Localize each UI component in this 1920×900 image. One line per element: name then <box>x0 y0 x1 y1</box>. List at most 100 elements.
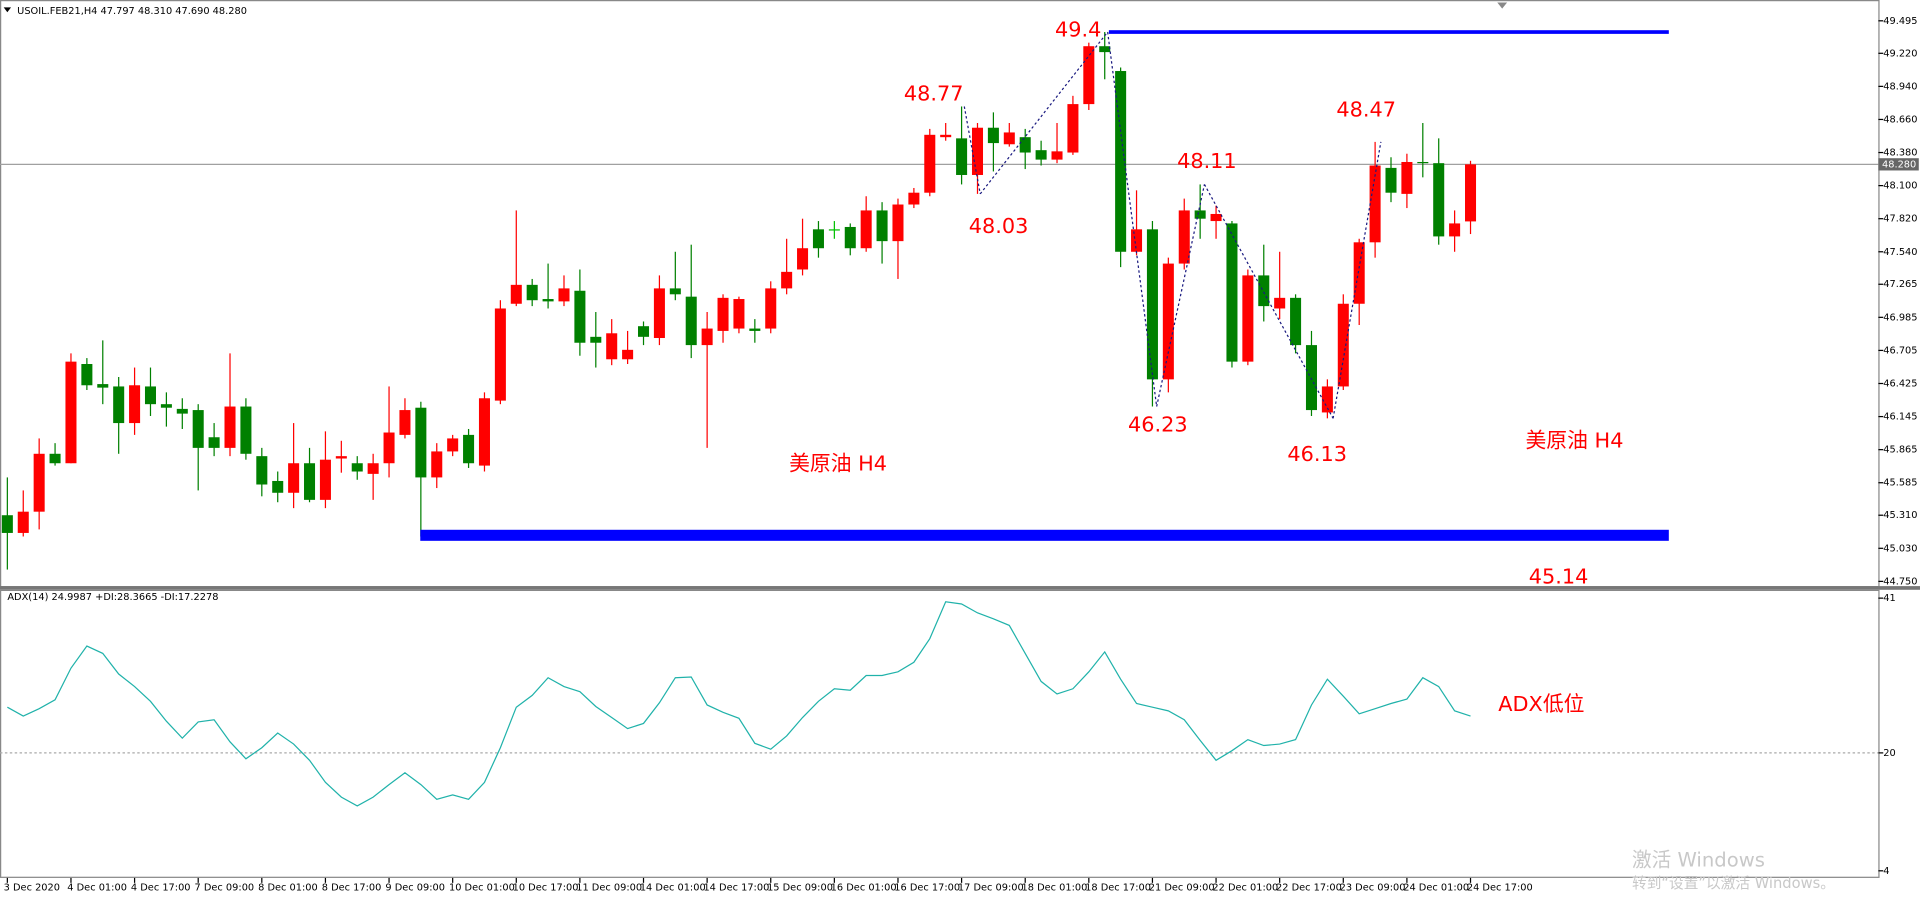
annotation: 48.47 <box>1336 97 1396 121</box>
candle-body <box>828 229 840 231</box>
x-tick-label: 24 Dec 17:00 <box>1467 883 1533 894</box>
candle-body <box>1449 223 1461 237</box>
candle-body <box>224 406 236 448</box>
shift-marker <box>1497 2 1508 9</box>
x-tick-label: 18 Dec 01:00 <box>1022 883 1088 894</box>
candle-body <box>113 386 125 424</box>
y-tick-label: 41 <box>1883 593 1895 604</box>
x-tick-label: 10 Dec 01:00 <box>449 883 515 894</box>
x-tick-label: 21 Dec 09:00 <box>1149 883 1215 894</box>
candle-body <box>1003 132 1015 145</box>
candle-body <box>144 386 157 405</box>
x-tick-label: 7 Dec 09:00 <box>195 883 255 894</box>
zigzag-segment <box>1156 184 1206 407</box>
candle-body <box>1417 161 1429 164</box>
candle-body <box>192 410 204 448</box>
x-tick-label: 18 Dec 17:00 <box>1085 883 1151 894</box>
annotation: 48.03 <box>969 214 1029 238</box>
annotation: 48.77 <box>904 81 964 105</box>
candle-body <box>1162 263 1174 380</box>
x-tick-label: 22 Dec 17:00 <box>1276 883 1342 894</box>
candle-body <box>256 456 268 485</box>
last-price-box <box>1878 158 1919 171</box>
candle-body <box>797 248 809 270</box>
candle-body <box>1433 163 1445 237</box>
candle-body <box>399 410 411 435</box>
candle-body <box>653 288 665 339</box>
candle-body <box>1067 104 1079 153</box>
y-tick-label: 48.660 <box>1883 114 1917 125</box>
last-price-label: 48.280 <box>1882 159 1916 170</box>
candle-body <box>908 192 920 205</box>
candle-body <box>812 229 824 249</box>
candle-body <box>574 290 586 343</box>
y-tick-label: 4 <box>1883 866 1889 877</box>
candle-body <box>319 459 331 500</box>
x-tick-label: 22 Dec 01:00 <box>1212 883 1278 894</box>
x-tick-label: 10 Dec 17:00 <box>513 883 579 894</box>
candle-body <box>1353 242 1365 304</box>
zigzag-segment <box>963 106 981 194</box>
candle-body <box>415 407 427 478</box>
zigzag-segment <box>1107 31 1158 407</box>
candle-body <box>733 299 745 329</box>
annotation: 46.13 <box>1287 442 1347 466</box>
annotation: 46.23 <box>1128 412 1188 436</box>
candle-body <box>956 138 968 175</box>
candle-body <box>240 406 252 454</box>
candle-body <box>1321 386 1333 413</box>
candle-body <box>1385 167 1397 193</box>
candle-body <box>97 384 109 388</box>
x-tick-label: 16 Dec 17:00 <box>894 883 960 894</box>
candle-body <box>33 453 45 512</box>
annotation-text: 美原油 H4 <box>789 452 887 476</box>
candle-body <box>431 451 443 478</box>
candle-body <box>542 299 554 302</box>
candle-body <box>1337 303 1349 387</box>
x-tick-label: 8 Dec 01:00 <box>258 883 318 894</box>
candle-body <box>749 328 761 331</box>
candle-body <box>1210 213 1222 222</box>
y-tick-label: 47.265 <box>1883 279 1917 290</box>
x-tick-label: 16 Dec 01:00 <box>831 883 897 894</box>
y-tick-label: 49.220 <box>1883 48 1917 59</box>
y-tick-label: 46.425 <box>1883 378 1917 389</box>
candle-body <box>1115 71 1127 252</box>
annotation-text: 美原油 H4 <box>1525 428 1623 452</box>
candle-body <box>892 204 904 242</box>
candle-body <box>176 408 188 414</box>
candle-body <box>510 284 522 304</box>
zigzag-segment <box>979 31 1109 195</box>
candle-body <box>288 463 300 493</box>
x-tick-label: 9 Dec 09:00 <box>385 883 445 894</box>
y-tick-label: 47.820 <box>1883 214 1917 225</box>
y-tick-label: 45.585 <box>1883 478 1917 489</box>
candle-body <box>844 226 856 249</box>
watermark-title: 激活 Windows <box>1632 848 1765 871</box>
candle-body <box>606 333 618 360</box>
candle-body <box>494 308 506 401</box>
level-line <box>420 529 1669 541</box>
level-line <box>1108 30 1669 34</box>
candle-body <box>65 361 77 464</box>
x-tick-label: 4 Dec 01:00 <box>67 883 127 894</box>
x-tick-label: 11 Dec 09:00 <box>576 883 642 894</box>
candle-body <box>526 284 538 301</box>
x-tick-label: 14 Dec 17:00 <box>703 883 769 894</box>
x-tick-label: 3 Dec 2020 <box>4 883 60 894</box>
annotation: ADX低位 <box>1498 692 1584 716</box>
candle-body <box>940 134 952 138</box>
candle-body <box>1305 345 1317 411</box>
x-tick-label: 17 Dec 09:00 <box>958 883 1024 894</box>
candle-body <box>1194 210 1206 219</box>
candle-body <box>1274 297 1286 309</box>
indicator-panel <box>0 589 1880 878</box>
candle-body <box>1401 161 1413 194</box>
annotation: 48.11 <box>1177 149 1237 173</box>
candle-body <box>1131 229 1143 252</box>
candle-body <box>1226 223 1238 362</box>
candle-body <box>447 438 459 452</box>
y-tick-label: 49.495 <box>1883 16 1917 27</box>
